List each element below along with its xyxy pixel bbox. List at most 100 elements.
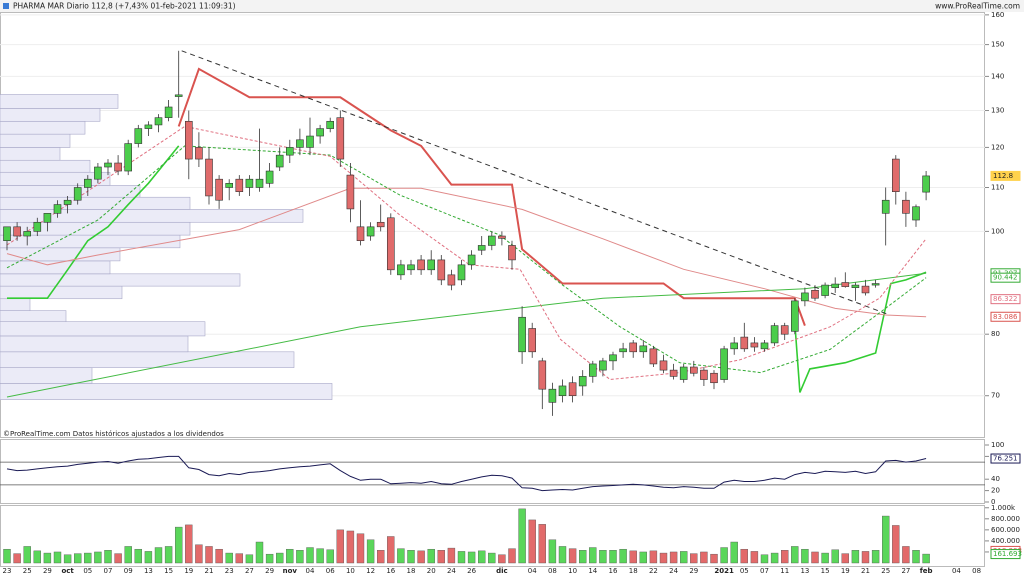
- volume-bar: [336, 529, 344, 564]
- candle-body: [94, 166, 102, 180]
- candle-body: [255, 178, 264, 188]
- candle-body: [84, 178, 92, 188]
- volume-profile-bar: [0, 185, 141, 198]
- candle-body: [669, 369, 678, 377]
- candle-body: [770, 325, 779, 344]
- y-tick-label: 800.000: [991, 515, 1020, 523]
- x-tick-label: feb: [920, 567, 933, 575]
- volume-profile-bar: [0, 147, 61, 161]
- candle-body: [498, 235, 506, 239]
- y-tick-label: 100: [991, 441, 1004, 449]
- candle-body: [891, 158, 900, 192]
- x-tick-label: 29: [43, 567, 52, 575]
- candle-body: [13, 226, 21, 237]
- candle-body: [740, 336, 749, 350]
- x-tick-label: 24: [447, 567, 456, 575]
- x-tick-label: 06: [326, 567, 335, 575]
- oscillator-line: [6, 455, 927, 492]
- volume-bar: [760, 554, 769, 564]
- candle-body: [518, 316, 526, 353]
- x-tick-label: 22: [649, 567, 658, 575]
- volume-bar: [599, 550, 607, 564]
- x-tick-label: 04: [952, 567, 961, 575]
- instrument-title: PHARMA MAR Diario 112,8 (+7,43% 01-feb-2…: [13, 2, 236, 11]
- candle-body: [53, 204, 62, 214]
- candle-body: [154, 117, 163, 126]
- candle-body: [195, 147, 203, 160]
- x-tick-label: 08: [972, 567, 981, 575]
- candle-body: [700, 369, 708, 380]
- x-tick-label: 10: [346, 567, 355, 575]
- candle-body: [376, 221, 385, 228]
- volume-bar: [690, 553, 698, 564]
- candle-body: [63, 199, 72, 205]
- volume-profile-bar: [0, 351, 295, 368]
- candle-body: [821, 284, 829, 296]
- volume-bar: [63, 554, 72, 564]
- volume-bar: [659, 552, 668, 564]
- candle-body: [730, 342, 739, 350]
- candle-body: [457, 264, 466, 281]
- volume-bar: [225, 552, 233, 564]
- value-badge-label: 112.8: [993, 172, 1013, 180]
- volume-bar: [579, 550, 587, 564]
- volume-bar: [316, 548, 324, 564]
- candle-body: [780, 325, 789, 335]
- candle-body: [73, 187, 82, 201]
- candle-body: [316, 128, 324, 137]
- indicator-line: [6, 145, 927, 374]
- candle-body: [851, 284, 860, 288]
- volume-profile-bar: [0, 94, 119, 109]
- value-badge-label: 86.322: [993, 295, 1018, 303]
- volume-bar: [821, 552, 829, 564]
- volume-bar: [811, 551, 819, 564]
- candle-body: [508, 245, 516, 261]
- candle-body: [710, 372, 718, 384]
- volume-profile-bar: [0, 108, 101, 122]
- candle-body: [689, 366, 698, 374]
- volume-bar: [791, 546, 799, 564]
- volume-bar: [488, 552, 496, 564]
- volume-bar: [397, 548, 405, 564]
- x-tick-label: 15: [164, 567, 173, 575]
- candle-body: [558, 385, 567, 397]
- rsi-panel: [0, 439, 985, 504]
- candle-body: [346, 174, 355, 210]
- candle-body: [134, 128, 143, 144]
- volume-bar: [750, 551, 759, 564]
- candle-body: [336, 117, 345, 160]
- volume-bar: [740, 548, 748, 564]
- x-tick-label: 18: [629, 567, 638, 575]
- y-tick-label: 400.000: [991, 537, 1020, 545]
- x-tick-label: 20: [427, 567, 436, 575]
- candle-body: [487, 235, 496, 246]
- x-tick-label: 08: [548, 567, 557, 575]
- volume-bar: [185, 524, 193, 564]
- candle-body: [386, 217, 395, 271]
- x-tick-label: 15: [821, 567, 830, 575]
- candle-body: [639, 345, 648, 353]
- volume-bar: [33, 550, 41, 564]
- candle-body: [467, 254, 476, 266]
- value-badge-label: 83.086: [993, 313, 1018, 321]
- volume-bar: [518, 508, 526, 564]
- x-tick-label: 04: [306, 567, 315, 575]
- candle-body: [427, 259, 436, 271]
- site-link[interactable]: www.ProRealTime.com: [935, 2, 1020, 11]
- y-tick-label: 130: [991, 107, 1004, 115]
- candle-body: [366, 226, 375, 237]
- candle-body: [548, 388, 557, 403]
- volume-profile-bar: [0, 196, 191, 210]
- candle-body: [235, 178, 244, 192]
- indicator-line: [6, 125, 927, 381]
- volume-bar: [437, 550, 445, 564]
- y-tick-label: 0: [991, 498, 995, 506]
- candle-body: [609, 354, 617, 362]
- volume-bar: [245, 554, 254, 564]
- volume-profile-bar: [0, 133, 71, 148]
- volume-profile-bar: [0, 310, 67, 323]
- volume-bar: [922, 553, 930, 564]
- x-tick-label: 12: [366, 567, 375, 575]
- volume-bar: [730, 541, 738, 564]
